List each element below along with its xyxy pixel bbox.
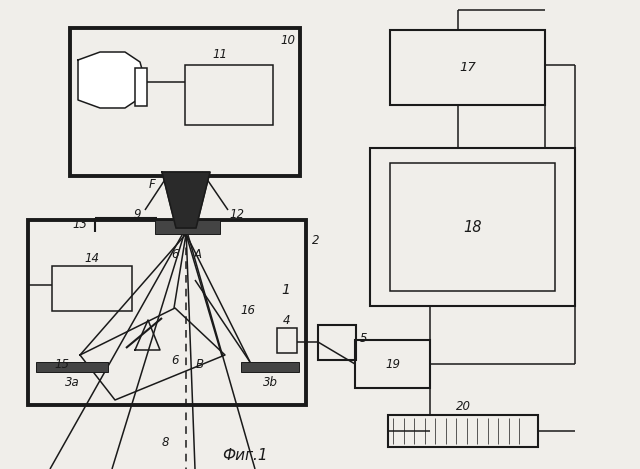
Text: 10: 10 xyxy=(280,33,296,46)
Text: 6: 6 xyxy=(172,354,179,366)
Text: A: A xyxy=(194,249,202,262)
Bar xyxy=(155,220,220,234)
Text: 14: 14 xyxy=(84,251,99,265)
Text: 13: 13 xyxy=(72,219,88,232)
Text: 20: 20 xyxy=(456,401,470,414)
Text: 15: 15 xyxy=(54,358,70,371)
Text: F: F xyxy=(148,179,156,191)
Bar xyxy=(135,68,147,106)
Text: 2: 2 xyxy=(312,234,320,247)
Text: 9: 9 xyxy=(133,209,141,221)
Bar xyxy=(70,28,300,176)
Text: Фиг.1: Фиг.1 xyxy=(222,447,268,462)
Text: 18: 18 xyxy=(463,219,482,234)
Bar xyxy=(370,148,575,306)
Bar xyxy=(28,220,306,405)
Bar xyxy=(390,30,545,105)
Polygon shape xyxy=(162,172,210,228)
Text: 4: 4 xyxy=(284,313,291,326)
Bar xyxy=(388,415,538,447)
Text: 12: 12 xyxy=(230,209,244,221)
Text: 19: 19 xyxy=(385,357,400,371)
Text: 3a: 3a xyxy=(65,376,79,388)
Text: 8: 8 xyxy=(161,437,169,449)
Polygon shape xyxy=(78,52,145,108)
Bar xyxy=(241,362,299,372)
Text: 6: 6 xyxy=(172,249,179,262)
Bar xyxy=(355,340,430,388)
Bar xyxy=(52,266,132,311)
Text: 11: 11 xyxy=(212,48,227,61)
Text: 17: 17 xyxy=(459,61,476,74)
Bar xyxy=(390,163,555,291)
Text: 3b: 3b xyxy=(262,376,278,388)
Text: 16: 16 xyxy=(241,303,255,317)
Text: 5: 5 xyxy=(360,332,368,345)
Text: 1: 1 xyxy=(282,283,291,297)
Text: B: B xyxy=(196,358,204,371)
Bar xyxy=(185,65,273,125)
Bar xyxy=(36,362,108,372)
Bar xyxy=(277,328,297,353)
Bar xyxy=(318,325,356,360)
